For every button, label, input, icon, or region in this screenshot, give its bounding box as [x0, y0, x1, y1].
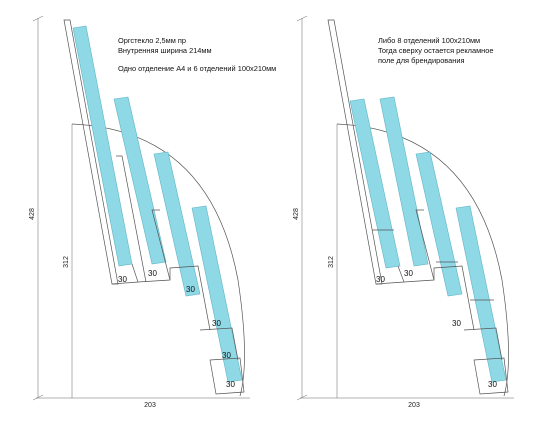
left-cell-label-2: 30 [148, 269, 157, 278]
left-note-3: Одно отделение А4 и 6 отделений 100х210м… [118, 64, 276, 73]
right-note-3: поле для брендирования [378, 56, 464, 65]
left-note-2: Внутренняя ширина 214мм [118, 46, 212, 55]
left-drawing: 428 312 203 30 30 30 30 30 30 Оргстекло … [29, 15, 276, 409]
left-sheet-3 [191, 205, 243, 383]
right-back-panel [327, 19, 383, 285]
left-pocket-3 [169, 265, 211, 331]
left-back-panel [63, 19, 119, 285]
left-cell-label-5: 30 [222, 351, 231, 360]
left-sheet-1 [113, 96, 167, 265]
right-cell-label-4: 30 [488, 380, 497, 389]
left-cell-label-6: 30 [226, 380, 235, 389]
right-note-1: Либо 8 отделений 100х210мм [378, 36, 480, 45]
left-height-total-label: 428 [29, 208, 36, 220]
right-height-total-label: 428 [293, 208, 300, 220]
right-drawing: 428 312 203 30 30 30 30 Либо 8 отделений… [293, 15, 514, 409]
right-cell-label-2: 30 [404, 269, 413, 278]
right-height-dim-tick-top [296, 15, 308, 22]
left-inner-divider-1 [116, 155, 147, 283]
right-pocket-3 [433, 265, 475, 331]
right-width-label: 203 [408, 402, 420, 409]
right-height-dim-tick-bottom [296, 394, 308, 401]
right-pocket-4 [463, 327, 503, 361]
right-note-2: Тогда сверху остается рекламное [378, 46, 493, 55]
right-sheet-2 [379, 96, 429, 267]
left-height-dim-tick-top [32, 15, 44, 22]
left-height-side-label: 312 [63, 256, 70, 268]
left-width-label: 203 [144, 402, 156, 409]
left-sheet-2 [153, 151, 201, 297]
left-pocket-5 [209, 357, 245, 395]
right-sheet-3 [415, 151, 463, 297]
right-pocket-2 [403, 209, 435, 283]
right-sheet-1 [349, 98, 401, 269]
right-sheet-4 [455, 205, 507, 383]
left-cell-label-3: 30 [186, 285, 195, 294]
left-cell-label-4: 30 [212, 319, 221, 328]
left-cell-label-1: 30 [118, 275, 127, 284]
right-height-side-label: 312 [328, 256, 335, 268]
right-cell-label-3: 30 [452, 319, 461, 328]
left-pocket-2 [137, 209, 171, 283]
left-pocket-4 [199, 327, 239, 361]
right-pocket-5 [473, 357, 509, 395]
left-height-dim-tick-bottom [32, 394, 44, 401]
right-cell-label-1: 30 [376, 275, 385, 284]
left-note-1: Оргстекло 2,5мм пр [118, 36, 186, 45]
